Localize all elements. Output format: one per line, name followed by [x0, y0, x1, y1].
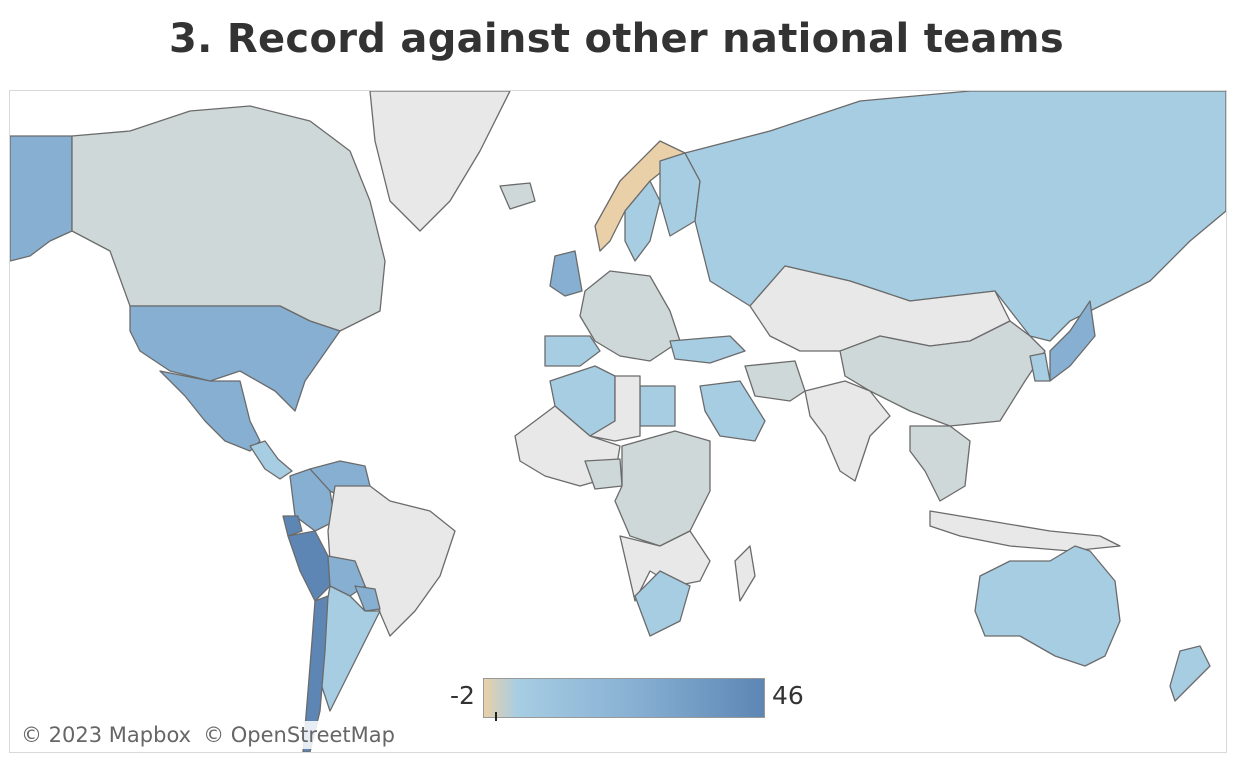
region-korea[interactable]: Korea	[1029, 352, 1051, 382]
region-madagascar[interactable]: Madagascar	[734, 545, 756, 602]
region-australia[interactable]: Australia	[974, 545, 1121, 667]
legend-color-ramp	[483, 678, 765, 718]
region-spain-portugal[interactable]: Spain & Portugal	[544, 335, 601, 367]
legend-max-label: 46	[772, 681, 804, 710]
region-mexico[interactable]: Mexico	[159, 370, 261, 452]
region-iceland[interactable]: Iceland	[499, 182, 536, 210]
region-indonesia[interactable]: Indonesia	[929, 510, 1121, 552]
mapbox-attribution[interactable]: © 2023 Mapbox	[21, 723, 192, 747]
region-iran[interactable]: Iran	[744, 360, 806, 402]
region-sweden[interactable]: Sweden	[624, 180, 661, 262]
region-alaska[interactable]: Alaska	[10, 135, 73, 262]
region-north-africa[interactable]: North Africa	[589, 375, 641, 442]
region-saudi-arabia[interactable]: Saudi Arabia	[699, 380, 766, 442]
region-united-states[interactable]: United States	[129, 305, 341, 412]
world-map-svg[interactable]: AlaskaCanadaGreenland United StatesMexico…	[10, 91, 1226, 752]
osm-attribution[interactable]: © OpenStreetMap	[203, 723, 395, 747]
region-peru[interactable]: Peru	[287, 530, 331, 602]
region-turkey[interactable]: Turkey	[669, 335, 746, 364]
map[interactable]: AlaskaCanadaGreenland United StatesMexico…	[9, 90, 1227, 753]
region-south-africa[interactable]: South Africa	[634, 570, 691, 637]
region-southeast-asia[interactable]: Southeast Asia	[909, 425, 971, 502]
legend-zero-marker	[494, 712, 497, 721]
region-central-africa[interactable]: Central Africa	[614, 430, 711, 547]
region-paraguay[interactable]: Paraguay	[354, 585, 381, 612]
region-greenland[interactable]: Greenland	[369, 91, 511, 232]
legend-min-label: -2	[450, 681, 475, 710]
map-attribution: © 2023 Mapbox © OpenStreetMap	[15, 721, 401, 749]
region-egypt[interactable]: Egypt	[639, 385, 676, 427]
region-chile[interactable]: Chile	[302, 595, 329, 752]
region-western-europe[interactable]: Western Europe	[579, 270, 681, 362]
region-canada[interactable]: Canada	[71, 105, 386, 332]
region-new-zealand[interactable]: New Zealand	[1169, 645, 1211, 702]
region-india[interactable]: India	[804, 380, 891, 482]
region-nigeria[interactable]: Nigeria	[584, 458, 623, 490]
region-central-america[interactable]: Central America	[249, 440, 293, 480]
color-legend: -2 46	[440, 675, 820, 725]
region-ecuador[interactable]: Ecuador	[282, 515, 303, 537]
region-united-kingdom[interactable]: United Kingdom	[549, 250, 583, 297]
chart-title: 3. Record against other national teams	[169, 16, 1064, 62]
